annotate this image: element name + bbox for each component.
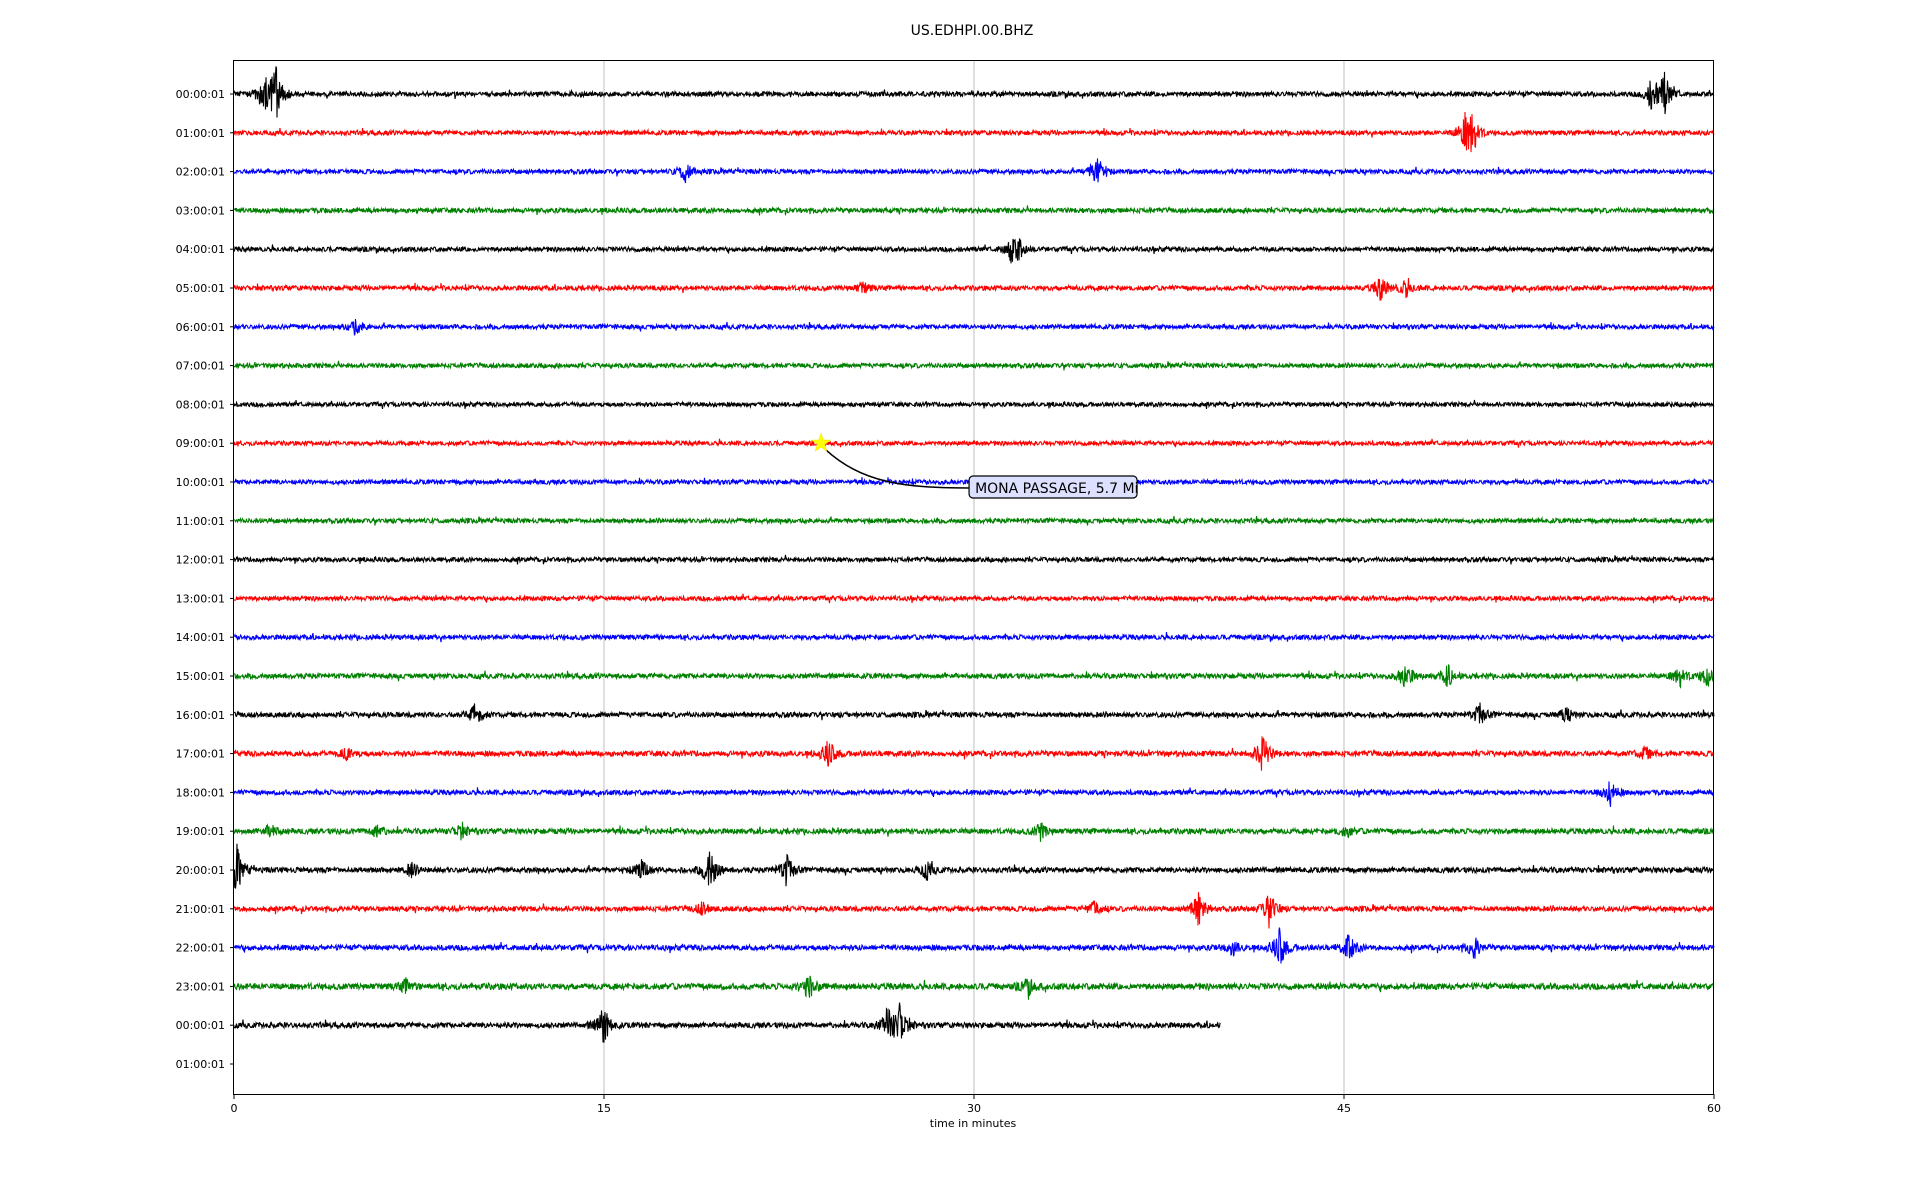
row-label: 13:00:01 bbox=[176, 592, 225, 605]
event-annotation-layer: MONA PASSAGE, 5.7 Mi bbox=[810, 432, 1138, 499]
trace-line bbox=[233, 515, 1715, 526]
row-label: 21:00:01 bbox=[176, 903, 225, 916]
row-label: 10:00:01 bbox=[176, 476, 225, 489]
plot-frame bbox=[233, 60, 1714, 1095]
trace-line bbox=[233, 66, 1715, 118]
trace-line bbox=[233, 277, 1715, 301]
x-axis-label: time in minutes bbox=[930, 1117, 1017, 1130]
row-label: 07:00:01 bbox=[176, 360, 225, 373]
trace-line bbox=[233, 554, 1715, 565]
trace-line bbox=[233, 593, 1715, 604]
trace-line bbox=[233, 702, 1715, 724]
row-label: 00:00:01 bbox=[176, 1019, 225, 1032]
trace-line bbox=[234, 664, 1715, 689]
x-tick-label: 0 bbox=[231, 1102, 238, 1115]
trace-line bbox=[233, 975, 1715, 1000]
trace-line bbox=[233, 892, 1715, 929]
x-ticks: 0 15 30 45 60 bbox=[231, 1094, 1721, 1115]
trace-line bbox=[233, 843, 1715, 889]
trace-line bbox=[233, 632, 1715, 643]
trace-line bbox=[233, 927, 1715, 964]
row-label: 03:00:01 bbox=[176, 204, 225, 217]
row-label: 23:00:01 bbox=[176, 980, 225, 993]
row-label: 18:00:01 bbox=[176, 786, 225, 799]
row-labels: 00:00:01 01:00:01 02:00:01 03:00:01 04:00:01… bbox=[176, 88, 234, 1071]
trace-line bbox=[233, 736, 1715, 771]
trace-line bbox=[233, 821, 1715, 842]
chart-title: US.EDHPI.00.BHZ bbox=[911, 23, 1034, 39]
row-label: 09:00:01 bbox=[176, 437, 225, 450]
row-label: 00:00:01 bbox=[176, 88, 225, 101]
row-label: 15:00:01 bbox=[176, 670, 225, 683]
row-label: 19:00:01 bbox=[176, 825, 225, 838]
row-label: 05:00:01 bbox=[176, 282, 225, 295]
trace-line bbox=[233, 238, 1715, 264]
row-label: 16:00:01 bbox=[176, 709, 225, 722]
trace-line bbox=[233, 438, 1715, 448]
trace-line bbox=[233, 205, 1715, 216]
row-label: 01:00:01 bbox=[176, 1058, 225, 1071]
trace-line bbox=[233, 1002, 1221, 1043]
row-label: 11:00:01 bbox=[176, 515, 225, 528]
row-label: 20:00:01 bbox=[176, 864, 225, 877]
trace-line bbox=[233, 158, 1715, 184]
row-label: 08:00:01 bbox=[176, 398, 225, 411]
trace-line bbox=[233, 318, 1715, 336]
row-label: 04:00:01 bbox=[176, 243, 225, 256]
event-star-marker bbox=[810, 432, 832, 452]
x-tick-label: 30 bbox=[967, 1102, 981, 1115]
row-label: 02:00:01 bbox=[176, 166, 225, 179]
x-tick-label: 60 bbox=[1707, 1102, 1721, 1115]
x-tick-label: 45 bbox=[1337, 1102, 1351, 1115]
trace-line bbox=[233, 111, 1715, 153]
trace-line bbox=[233, 399, 1715, 410]
grid-lines bbox=[603, 61, 1345, 1094]
annotation-connector bbox=[824, 448, 970, 489]
trace-line bbox=[233, 781, 1715, 807]
row-label: 01:00:01 bbox=[176, 127, 225, 140]
row-label: 14:00:01 bbox=[176, 631, 225, 644]
trace-lines bbox=[233, 66, 1715, 1043]
annotation-box bbox=[968, 475, 1138, 499]
annotation-label: MONA PASSAGE, 5.7 Mi bbox=[975, 481, 1138, 497]
row-label: 06:00:01 bbox=[176, 321, 225, 334]
row-label: 22:00:01 bbox=[176, 942, 225, 955]
row-label: 17:00:01 bbox=[176, 748, 225, 761]
row-label: 12:00:01 bbox=[176, 554, 225, 567]
trace-line bbox=[233, 360, 1715, 371]
x-tick-label: 15 bbox=[597, 1102, 611, 1115]
